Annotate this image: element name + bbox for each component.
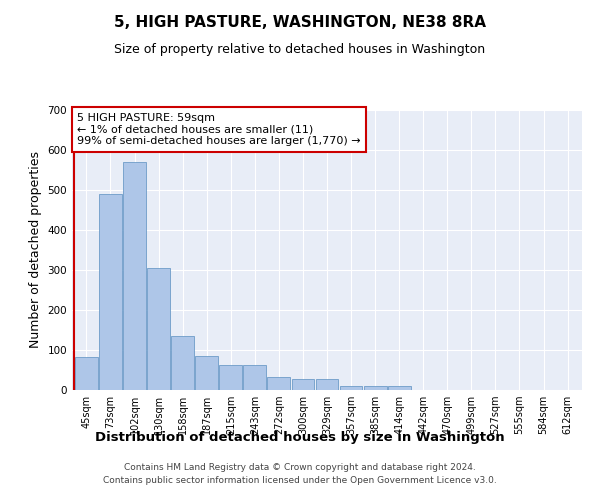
Text: Contains HM Land Registry data © Crown copyright and database right 2024.: Contains HM Land Registry data © Crown c…	[124, 464, 476, 472]
Bar	[75, 357, 98, 390]
Bar	[268, 377, 290, 390]
Y-axis label: Number of detached properties: Number of detached properties	[29, 152, 42, 348]
Bar	[123, 162, 146, 390]
Bar	[340, 386, 362, 390]
Bar	[220, 365, 242, 390]
Text: Distribution of detached houses by size in Washington: Distribution of detached houses by size …	[95, 431, 505, 444]
Bar	[147, 268, 170, 390]
Text: 5, HIGH PASTURE, WASHINGTON, NE38 8RA: 5, HIGH PASTURE, WASHINGTON, NE38 8RA	[114, 15, 486, 30]
Bar	[316, 379, 338, 390]
Bar	[292, 379, 314, 390]
Bar	[244, 365, 266, 390]
Bar	[364, 386, 386, 390]
Text: Contains public sector information licensed under the Open Government Licence v3: Contains public sector information licen…	[103, 476, 497, 485]
Bar	[171, 336, 194, 390]
Text: Size of property relative to detached houses in Washington: Size of property relative to detached ho…	[115, 42, 485, 56]
Bar	[99, 194, 122, 390]
Bar	[388, 386, 410, 390]
Text: 5 HIGH PASTURE: 59sqm
← 1% of detached houses are smaller (11)
99% of semi-detac: 5 HIGH PASTURE: 59sqm ← 1% of detached h…	[77, 113, 361, 146]
Bar	[195, 356, 218, 390]
